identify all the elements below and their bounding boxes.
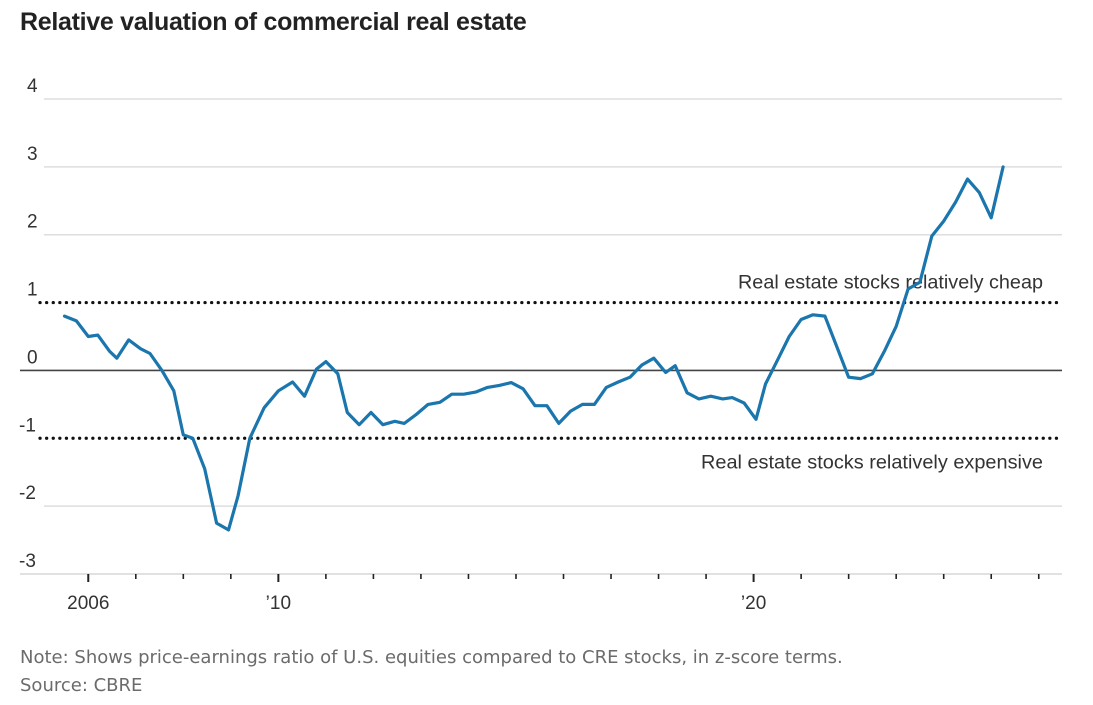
cheap-annotation: Real estate stocks relatively cheap (738, 273, 1043, 294)
y-tick-label: 2 (27, 212, 38, 233)
chart-title: Relative valuation of commercial real es… (20, 8, 527, 36)
source-text: Source: CBRE (20, 675, 143, 696)
y-tick-label: 4 (27, 76, 38, 97)
x-axis: 2006 ’10 ’20 (20, 573, 1062, 614)
reference-lines: Real estate stocks relatively cheap Real … (38, 273, 1064, 473)
y-tick-label: 3 (27, 144, 38, 165)
y-tick-label: 1 (27, 280, 38, 301)
y-axis-tick-labels: 4 3 2 1 0 -1 -2 -3 (19, 76, 38, 572)
data-series (62, 165, 1005, 532)
note-text: Note: Shows price-earnings ratio of U.S.… (20, 647, 843, 668)
y-tick-label: -2 (19, 483, 36, 504)
y-tick-label: 0 (27, 347, 38, 368)
gridlines (20, 98, 1062, 507)
line-chart: 4 3 2 1 0 -1 -2 -3 Real estate stocks relativel… (19, 76, 1064, 614)
expensive-annotation: Real estate stocks relatively expensive (701, 452, 1043, 473)
chart-footnote: Note: Shows price-earnings ratio of U.S.… (20, 644, 843, 700)
y-tick-label: -1 (19, 415, 36, 436)
x-tick-label: 2006 (67, 593, 109, 614)
y-tick-label: -3 (19, 551, 36, 572)
x-tick-label: ’20 (741, 593, 766, 614)
series-line (62, 165, 1005, 532)
x-tick-label: ’10 (266, 593, 291, 614)
